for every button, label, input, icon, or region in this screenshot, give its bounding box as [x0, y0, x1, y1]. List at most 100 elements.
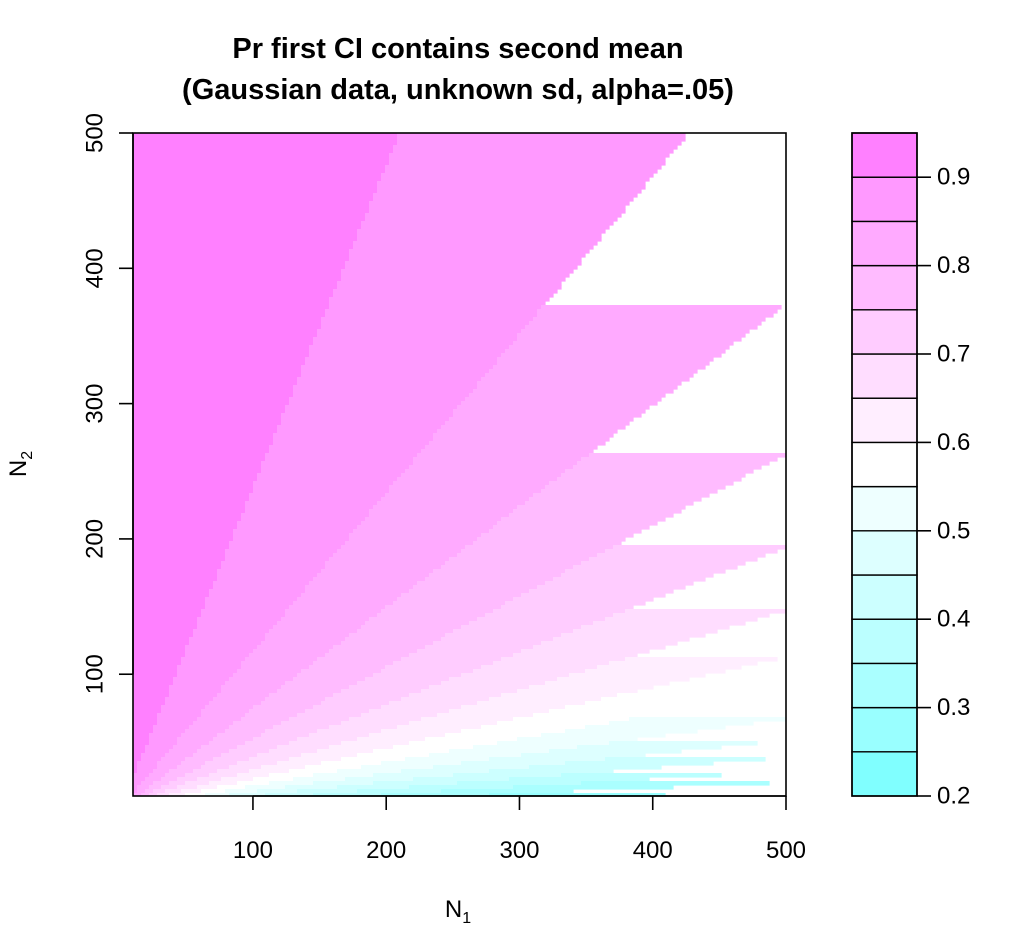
contour-cell	[277, 745, 330, 750]
contour-cell	[485, 613, 614, 618]
contour-cell	[413, 457, 582, 462]
contour-cell	[513, 509, 682, 514]
contour-cell	[373, 773, 454, 778]
contour-cell	[153, 725, 190, 730]
contour-cell	[489, 769, 614, 774]
contour-cell	[133, 621, 198, 626]
contour-cell	[377, 185, 646, 190]
contour-cell	[381, 705, 462, 710]
colorbar-swatch	[851, 353, 918, 399]
contour-cell	[273, 625, 362, 630]
contour-cell	[561, 473, 746, 478]
contour-cell	[165, 697, 214, 702]
contour-cell	[133, 469, 262, 474]
colorbar-frame	[851, 132, 918, 797]
contour-cell	[297, 713, 362, 718]
contour-cell	[409, 741, 498, 746]
contour-cell	[477, 701, 586, 706]
contour-cell	[397, 141, 682, 146]
contour-cell	[213, 581, 310, 586]
contour-cell	[385, 605, 502, 610]
contour-cell	[169, 793, 186, 797]
contour-cell	[233, 529, 354, 534]
contour-cell	[457, 781, 582, 786]
contour-cell	[133, 573, 218, 578]
contour-cell	[281, 421, 446, 426]
contour-cell	[237, 521, 362, 526]
contour-cell	[133, 593, 210, 598]
colorbar-swatch	[851, 176, 918, 223]
contour-cell	[133, 729, 154, 734]
contour-cell	[573, 629, 718, 634]
contour-cell	[513, 785, 674, 790]
contour-cell	[341, 741, 410, 746]
contour-cell	[549, 709, 678, 714]
colorbar-swatch	[851, 530, 918, 576]
contour-cell	[365, 213, 622, 218]
contour-cell	[357, 753, 430, 758]
contour-cell	[177, 777, 198, 782]
contour-cell	[133, 413, 282, 418]
contour-cell	[369, 209, 626, 214]
contour-cell	[185, 773, 210, 778]
contour-cell	[505, 601, 646, 606]
contour-cell	[185, 729, 226, 734]
contour-cell	[317, 749, 374, 754]
colorbar-swatch	[851, 662, 918, 709]
contour-cell	[417, 453, 590, 458]
contour-cell	[133, 701, 166, 706]
contour-cell	[401, 657, 502, 662]
contour-cell	[205, 601, 294, 606]
contour-cell	[625, 657, 778, 662]
contour-cell	[233, 721, 282, 726]
contour-cell	[201, 765, 230, 770]
contour-cell	[529, 497, 702, 502]
contour-cell	[401, 697, 490, 702]
contour-cell	[201, 709, 250, 714]
contour-cell	[301, 369, 490, 374]
contour-cell	[397, 725, 482, 730]
contour-cell	[333, 293, 554, 298]
contour-cell	[325, 561, 446, 566]
contour-cell	[269, 693, 334, 698]
contour-cell	[305, 709, 370, 714]
contour-cell	[177, 669, 238, 674]
contour-cell	[313, 705, 382, 710]
contour-cell	[317, 573, 430, 578]
contour-cell	[601, 697, 746, 702]
contour-cell	[433, 765, 530, 770]
contour-cell	[133, 641, 190, 646]
contour-cell	[461, 673, 570, 678]
contour-cell	[133, 553, 226, 558]
contour-cell	[325, 309, 538, 314]
contour-cell	[473, 669, 586, 674]
contour-cell	[481, 377, 690, 382]
y-axis-label-main: N	[5, 460, 32, 477]
contour-cell	[373, 749, 450, 754]
contour-cell	[197, 777, 222, 782]
contour-cell	[277, 425, 442, 430]
contour-cell	[201, 745, 238, 750]
contour-cell	[245, 505, 374, 510]
contour-cell	[189, 725, 230, 730]
contour-cell	[409, 721, 498, 726]
contour-cell	[225, 729, 266, 734]
contour-cell	[209, 773, 238, 778]
contour-cell	[497, 361, 710, 366]
colorbar-tick-label: 0.6	[937, 429, 970, 456]
contour-cell	[613, 613, 770, 618]
contour-cell	[589, 557, 758, 562]
contour-cell	[301, 593, 402, 598]
contour-cell	[133, 473, 258, 478]
contour-cell	[133, 441, 274, 446]
contour-cell	[133, 525, 238, 530]
contour-cell	[625, 609, 786, 614]
contour-cell	[441, 425, 626, 430]
contour-cell	[133, 765, 138, 770]
contour-cell	[133, 733, 150, 738]
contour-cell	[529, 765, 662, 770]
contour-cell	[229, 725, 274, 730]
contour-cell	[253, 481, 394, 486]
contour-cell	[133, 429, 278, 434]
contour-cell	[585, 669, 726, 674]
